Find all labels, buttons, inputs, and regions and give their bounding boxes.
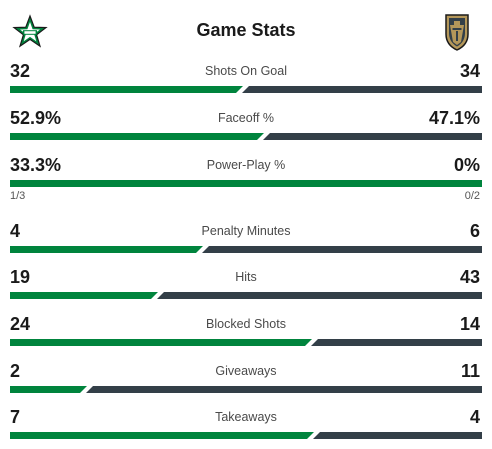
- stat-row: 19 Hits 43: [0, 267, 492, 301]
- away-stat-value: 14: [459, 314, 480, 334]
- stat-label: Penalty Minutes: [201, 224, 291, 238]
- home-bar-segment: [10, 246, 203, 253]
- home-bar-segment: [10, 292, 158, 299]
- stat-comparison-bar: [10, 246, 482, 253]
- home-stat-subvalue: 1/3: [10, 190, 26, 202]
- stat-comparison-bar: [10, 180, 482, 187]
- home-stat-value: 4: [10, 221, 21, 241]
- home-stat-value: 19: [10, 267, 31, 287]
- home-stat-value: 7: [10, 407, 21, 427]
- stat-row: 7 Takeaways 4: [0, 407, 492, 441]
- stat-label: Takeaways: [215, 410, 277, 424]
- away-bar-segment: [242, 86, 482, 93]
- home-stat-value: 32: [10, 61, 31, 81]
- home-bar-segment: [10, 432, 314, 439]
- away-stat-value: 6: [469, 221, 480, 241]
- away-stat-value: 4: [469, 407, 480, 427]
- away-bar-segment: [263, 133, 482, 140]
- home-bar-segment: [10, 386, 87, 393]
- away-stat-value: 0%: [453, 155, 480, 175]
- home-bar-segment: [10, 86, 243, 93]
- stat-row: 52.9% Faceoff % 47.1%: [0, 108, 492, 142]
- home-bar-segment: [10, 339, 312, 346]
- stat-comparison-bar: [10, 339, 482, 346]
- away-bar-segment: [311, 339, 482, 346]
- home-bar-segment: [10, 133, 264, 140]
- stat-row: 33.3% Power-Play % 0% 1/3 0/2: [0, 155, 492, 203]
- game-stats-header: Game Stats: [0, 0, 492, 58]
- stat-label: Hits: [235, 270, 257, 284]
- away-bar-segment: [313, 432, 482, 439]
- stat-label: Shots On Goal: [205, 64, 287, 78]
- stat-row: 32 Shots On Goal 34: [0, 61, 492, 95]
- stat-row: 2 Giveaways 11: [0, 361, 492, 395]
- stat-row: 24 Blocked Shots 14: [0, 314, 492, 348]
- away-stat-value: 47.1%: [428, 108, 480, 128]
- stat-row: 4 Penalty Minutes 6: [0, 221, 492, 255]
- away-stat-value: 11: [460, 361, 480, 381]
- stat-label: Power-Play %: [206, 158, 286, 172]
- stat-label: Blocked Shots: [206, 317, 286, 331]
- away-bar-segment: [202, 246, 482, 253]
- stat-comparison-bar: [10, 292, 482, 299]
- stat-comparison-bar: [10, 86, 482, 93]
- stat-comparison-bar: [10, 386, 482, 393]
- away-bar-segment: [157, 292, 482, 299]
- away-stat-value: 34: [459, 61, 480, 81]
- away-stat-value: 43: [459, 267, 480, 287]
- home-stat-value: 52.9%: [10, 108, 62, 128]
- dallas-stars-logo-icon: [12, 14, 48, 48]
- home-stat-value: 33.3%: [10, 155, 62, 175]
- page-title: Game Stats: [196, 20, 296, 40]
- stat-comparison-bar: [10, 432, 482, 439]
- away-stat-subvalue: 0/2: [464, 190, 480, 202]
- stat-label: Giveaways: [215, 364, 277, 378]
- away-bar-segment: [86, 386, 482, 393]
- stat-label: Faceoff %: [217, 111, 275, 125]
- vegas-golden-knights-logo-icon: [445, 14, 469, 51]
- home-stat-value: 24: [10, 314, 31, 334]
- home-stat-value: 2: [10, 361, 21, 381]
- home-bar-segment: [10, 180, 482, 187]
- stat-comparison-bar: [10, 133, 482, 140]
